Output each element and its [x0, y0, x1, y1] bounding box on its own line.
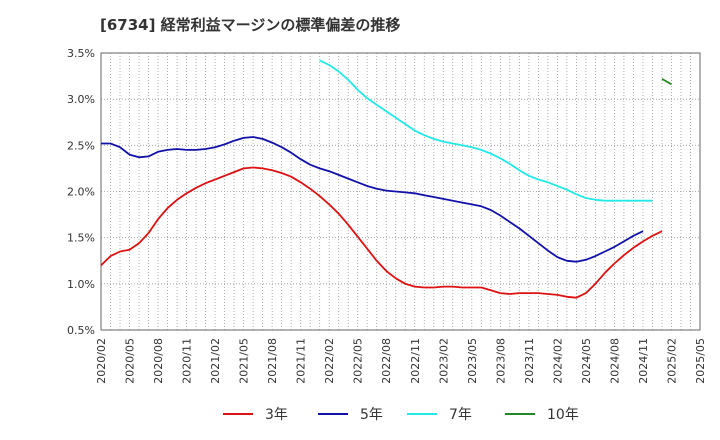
y-tick-label: 3.5% — [67, 47, 95, 60]
x-tick-label: 2021/05 — [238, 338, 251, 384]
x-tick-label: 2023/11 — [523, 338, 536, 384]
y-tick-label: 2.5% — [67, 139, 95, 152]
x-tick-label: 2024/08 — [608, 338, 621, 384]
x-tick-label: 2025/02 — [665, 338, 678, 384]
y-tick-label: 2.0% — [67, 186, 95, 199]
x-tick-label: 2023/05 — [466, 338, 479, 384]
x-tick-label: 2023/02 — [437, 338, 450, 384]
y-tick-label: 3.0% — [67, 93, 95, 106]
x-tick-label: 2020/08 — [152, 338, 165, 384]
x-tick-label: 2022/05 — [352, 338, 365, 384]
x-tick-label: 2020/11 — [181, 338, 194, 384]
x-tick-label: 2021/08 — [266, 338, 279, 384]
y-tick-label: 0.5% — [67, 324, 95, 337]
x-tick-label: 2024/05 — [580, 338, 593, 384]
y-tick-label: 1.0% — [67, 278, 95, 291]
series-line-3年 — [100, 166, 663, 299]
x-tick-label: 2025/05 — [694, 338, 707, 384]
x-tick-label: 2022/11 — [409, 338, 422, 384]
legend-label: 3年 — [265, 407, 288, 423]
legend-label: 10年 — [547, 407, 579, 423]
x-tick-label: 2020/05 — [124, 338, 137, 384]
x-tick-label: 2024/11 — [637, 338, 650, 384]
plot-frame — [100, 52, 701, 331]
legend-label: 7年 — [449, 407, 472, 423]
series-line-5年 — [101, 136, 644, 263]
legend-label: 5年 — [360, 407, 383, 423]
x-tick-label: 2021/02 — [209, 338, 222, 384]
x-tick-label: 2021/11 — [295, 338, 308, 384]
y-tick-label: 1.5% — [67, 232, 95, 245]
series-line-10年 — [661, 78, 672, 86]
x-tick-label: 2023/08 — [494, 338, 507, 384]
x-tick-label: 2022/08 — [380, 338, 393, 384]
x-tick-label: 2022/02 — [323, 338, 336, 384]
series-line-7年 — [319, 59, 653, 202]
chart-title: [6734] 経常利益マージンの標準偏差の推移 — [100, 16, 401, 34]
x-tick-label: 2024/02 — [551, 338, 564, 384]
x-tick-label: 2020/02 — [95, 338, 108, 384]
